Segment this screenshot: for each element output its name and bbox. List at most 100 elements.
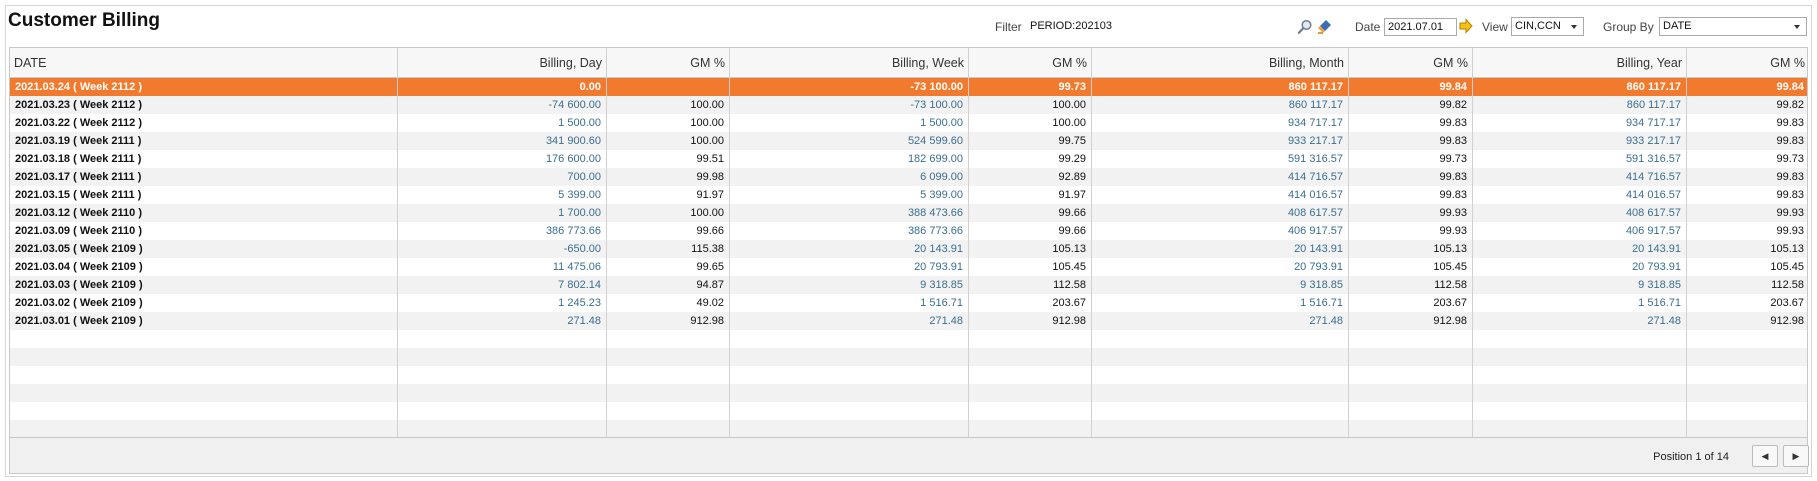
table-row[interactable]: 2021.03.23 ( Week 2112 ) -74 600.00 100.00…: [10, 96, 1807, 114]
cell-billing-day[interactable]: 0.00: [579, 81, 601, 93]
cell-gm-year: 105.13: [1770, 243, 1804, 255]
cell-billing-month[interactable]: 860 117.17: [1288, 99, 1343, 111]
table-row[interactable]: 2021.03.22 ( Week 2112 ) 1 500.00 100.00 1 …: [10, 114, 1807, 132]
cell-billing-week[interactable]: 6 099.00: [920, 171, 963, 183]
cell-date: 2021.03.18 ( Week 2111 ): [15, 153, 142, 165]
cell-billing-week[interactable]: -73 100.00: [910, 81, 963, 93]
cell-billing-week[interactable]: 386 773.66: [907, 225, 963, 237]
column-header-date[interactable]: DATE: [14, 56, 47, 70]
cell-billing-week[interactable]: 9 318.85: [920, 279, 963, 291]
cell-billing-month[interactable]: 934 717.17: [1287, 117, 1343, 129]
table-row[interactable]: 2021.03.05 ( Week 2109 ) -650.00 115.38 20 …: [10, 240, 1807, 258]
cell-billing-day[interactable]: 386 773.66: [545, 225, 601, 237]
search-icon[interactable]: [1297, 19, 1313, 35]
cell-billing-day[interactable]: 11 475.06: [552, 261, 601, 273]
cell-gm-month: 99.93: [1439, 225, 1467, 237]
cell-billing-day[interactable]: 271.48: [567, 315, 601, 327]
table-row[interactable]: 2021.03.01 ( Week 2109 ) 271.48 912.98 271.…: [10, 312, 1807, 330]
arrow-right-icon[interactable]: [1459, 18, 1473, 34]
cell-gm-week: 105.45: [1052, 261, 1086, 273]
cell-billing-month[interactable]: 408 617.57: [1287, 207, 1343, 219]
cell-billing-week[interactable]: 20 793.91: [914, 261, 963, 273]
cell-billing-week[interactable]: 1 500.00: [920, 117, 963, 129]
column-header-billing-month[interactable]: Billing, Month: [1268, 56, 1344, 70]
table-row[interactable]: 2021.03.17 ( Week 2111 ) 700.00 99.98 6 099…: [10, 168, 1807, 186]
cell-gm-year: 99.82: [1776, 99, 1804, 111]
cell-billing-year[interactable]: 414 716.57: [1625, 171, 1681, 183]
cell-billing-week[interactable]: 1 516.71: [920, 297, 963, 309]
cell-billing-week[interactable]: 388 473.66: [907, 207, 963, 219]
cell-billing-year[interactable]: 271.48: [1647, 315, 1681, 327]
column-header-gm-day[interactable]: GM %: [690, 56, 725, 70]
table-row[interactable]: 2021.03.19 ( Week 2111 ) 341 900.60 100.00…: [10, 132, 1807, 150]
previous-page-button[interactable]: ◀: [1752, 445, 1778, 467]
cell-billing-week[interactable]: 182 699.00: [907, 153, 963, 165]
view-value: CIN,CCN: [1515, 20, 1561, 32]
cell-billing-month[interactable]: 933 217.17: [1287, 135, 1343, 147]
group-by-dropdown[interactable]: DATE: [1659, 17, 1807, 36]
table-row[interactable]: 2021.03.02 ( Week 2109 ) 1 245.23 49.02 1 5…: [10, 294, 1807, 312]
column-header-gm-year[interactable]: GM %: [1770, 56, 1805, 70]
column-header-billing-week[interactable]: Billing, Week: [891, 56, 964, 70]
table-row[interactable]: 2021.03.24 ( Week 2112 ) 0.00 -73 100.00 99…: [10, 78, 1807, 96]
cell-billing-year[interactable]: 860 117.17: [1626, 99, 1681, 111]
cell-billing-month[interactable]: 860 117.17: [1288, 81, 1343, 93]
cell-billing-month[interactable]: 9 318.85: [1300, 279, 1343, 291]
cell-billing-month[interactable]: 1 516.71: [1300, 297, 1343, 309]
cell-billing-year[interactable]: 9 318.85: [1638, 279, 1681, 291]
cell-billing-year[interactable]: 934 717.17: [1625, 117, 1681, 129]
cell-billing-year[interactable]: 860 117.17: [1626, 81, 1681, 93]
cell-billing-day[interactable]: 176 600.00: [545, 153, 601, 165]
table-row[interactable]: 2021.03.04 ( Week 2109 ) 11 475.06 99.65 20…: [10, 258, 1807, 276]
cell-billing-day[interactable]: 700.00: [567, 171, 601, 183]
next-page-button[interactable]: ▶: [1783, 445, 1809, 467]
cell-gm-day: 91.97: [696, 189, 724, 201]
cell-billing-month[interactable]: 20 793.91: [1294, 261, 1343, 273]
view-dropdown[interactable]: CIN,CCN: [1511, 17, 1584, 36]
page-title: Customer Billing: [8, 10, 161, 31]
cell-billing-year[interactable]: 20 793.91: [1632, 261, 1681, 273]
cell-billing-year[interactable]: 933 217.17: [1625, 135, 1681, 147]
table-row[interactable]: 2021.03.18 ( Week 2111 ) 176 600.00 99.51 1…: [10, 150, 1807, 168]
cell-billing-year[interactable]: 591 316.57: [1625, 153, 1681, 165]
cell-billing-day[interactable]: -650.00: [563, 243, 601, 255]
cell-billing-month[interactable]: 414 716.57: [1287, 171, 1343, 183]
chevron-down-icon: [1794, 25, 1800, 29]
cell-billing-day[interactable]: -74 600.00: [548, 99, 601, 111]
empty-row: [10, 402, 1807, 420]
cell-billing-week[interactable]: -73 100.00: [910, 99, 963, 111]
cell-billing-week[interactable]: 20 143.91: [914, 243, 963, 255]
column-header-gm-week[interactable]: GM %: [1052, 56, 1087, 70]
table-row[interactable]: 2021.03.03 ( Week 2109 ) 7 802.14 94.87 9 3…: [10, 276, 1807, 294]
column-header-gm-month[interactable]: GM %: [1433, 56, 1468, 70]
cell-billing-month[interactable]: 406 917.57: [1287, 225, 1343, 237]
cell-billing-year[interactable]: 1 516.71: [1638, 297, 1681, 309]
cell-billing-day[interactable]: 7 802.14: [558, 279, 601, 291]
cell-billing-year[interactable]: 414 016.57: [1625, 189, 1681, 201]
cell-billing-day[interactable]: 1 500.00: [558, 117, 601, 129]
cell-gm-week: 912.98: [1052, 315, 1086, 327]
cell-billing-month[interactable]: 20 143.91: [1294, 243, 1343, 255]
column-header-billing-year[interactable]: Billing, Year: [1616, 56, 1682, 70]
cell-billing-month[interactable]: 271.48: [1309, 315, 1343, 327]
clear-filter-icon[interactable]: [1316, 18, 1333, 35]
date-input[interactable]: [1384, 18, 1457, 36]
cell-gm-week: 99.73: [1058, 81, 1086, 93]
cell-billing-year[interactable]: 406 917.57: [1625, 225, 1681, 237]
column-header-billing-day[interactable]: Billing, Day: [539, 56, 602, 70]
cell-billing-month[interactable]: 591 316.57: [1287, 153, 1343, 165]
cell-billing-day[interactable]: 341 900.60: [545, 135, 601, 147]
cell-billing-year[interactable]: 20 143.91: [1632, 243, 1681, 255]
cell-billing-week[interactable]: 5 399.00: [920, 189, 963, 201]
cell-billing-week[interactable]: 271.48: [929, 315, 963, 327]
cell-billing-day[interactable]: 1 245.23: [558, 297, 601, 309]
cell-billing-month[interactable]: 414 016.57: [1287, 189, 1343, 201]
cell-billing-day[interactable]: 1 700.00: [558, 207, 601, 219]
table-row[interactable]: 2021.03.12 ( Week 2110 ) 1 700.00 100.00 38…: [10, 204, 1807, 222]
table-row[interactable]: 2021.03.15 ( Week 2111 ) 5 399.00 91.97 5 3…: [10, 186, 1807, 204]
cell-billing-week[interactable]: 524 599.60: [907, 135, 963, 147]
table-row[interactable]: 2021.03.09 ( Week 2110 ) 386 773.66 99.66 3…: [10, 222, 1807, 240]
cell-billing-year[interactable]: 408 617.57: [1625, 207, 1681, 219]
cell-billing-day[interactable]: 5 399.00: [558, 189, 601, 201]
table-header: DATE Billing, Day GM % Billing, Week GM % Bil…: [10, 48, 1807, 78]
